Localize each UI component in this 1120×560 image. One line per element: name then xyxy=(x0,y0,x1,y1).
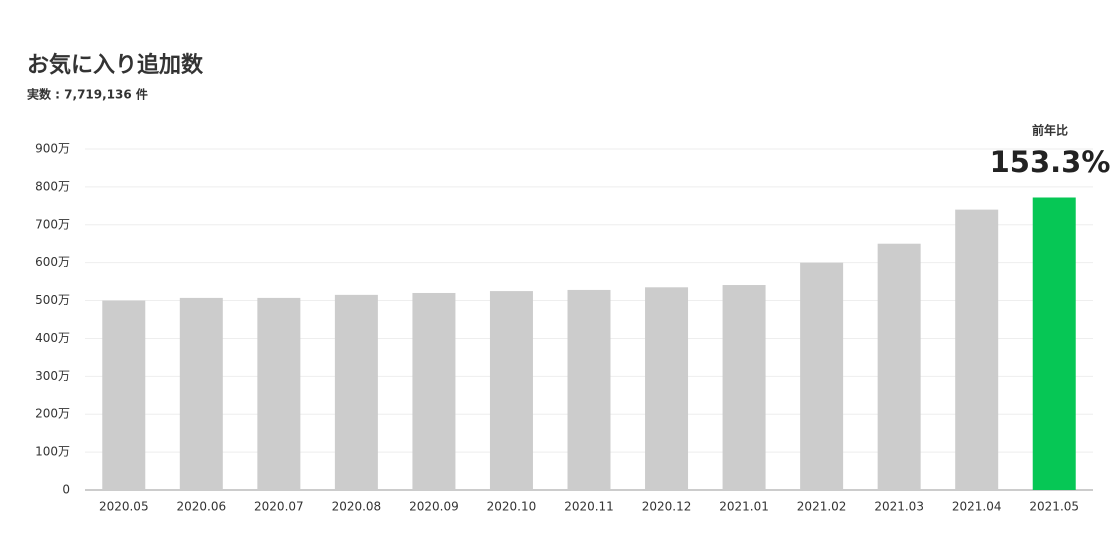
annotation-label: 前年比 xyxy=(1032,123,1068,138)
x-tick-label: 2020.07 xyxy=(254,500,304,514)
y-tick-label: 200万 xyxy=(35,407,70,421)
y-tick-label: 900万 xyxy=(35,142,70,156)
y-tick-label: 0 xyxy=(62,483,70,497)
x-tick-label: 2021.05 xyxy=(1029,500,1079,514)
y-tick-label: 800万 xyxy=(35,179,70,193)
bar xyxy=(412,292,456,490)
y-tick-label: 600万 xyxy=(35,255,70,269)
bar xyxy=(567,289,611,490)
y-tick-label: 300万 xyxy=(35,369,70,383)
bar xyxy=(179,297,223,490)
bar xyxy=(334,294,378,490)
bar xyxy=(257,297,301,490)
x-tick-label: 2020.10 xyxy=(487,500,537,514)
x-tick-label: 2020.06 xyxy=(176,500,226,514)
chart-title: お気に入り追加数 xyxy=(27,52,204,78)
bar xyxy=(645,287,689,490)
x-tick-label: 2021.02 xyxy=(797,500,847,514)
y-tick-label: 500万 xyxy=(35,293,70,307)
bar xyxy=(102,300,146,490)
y-tick-label: 400万 xyxy=(35,331,70,345)
y-tick-label: 700万 xyxy=(35,217,70,231)
chart-subtitle: 実数 : 7,719,136 件 xyxy=(27,87,148,102)
bar xyxy=(800,262,844,490)
y-tick-label: 100万 xyxy=(35,445,70,459)
x-tick-label: 2020.12 xyxy=(642,500,692,514)
x-tick-label: 2020.05 xyxy=(99,500,149,514)
x-tick-label: 2021.01 xyxy=(719,500,769,514)
x-tick-label: 2020.11 xyxy=(564,500,614,514)
bar xyxy=(955,209,999,490)
bar xyxy=(722,285,766,490)
x-tick-label: 2020.08 xyxy=(332,500,382,514)
bar xyxy=(877,243,921,490)
x-tick-label: 2021.03 xyxy=(874,500,924,514)
annotation-value: 153.3% xyxy=(990,145,1111,179)
bar xyxy=(1032,197,1076,490)
bar xyxy=(489,291,533,490)
x-tick-label: 2021.04 xyxy=(952,500,1002,514)
x-tick-label: 2020.09 xyxy=(409,500,459,514)
